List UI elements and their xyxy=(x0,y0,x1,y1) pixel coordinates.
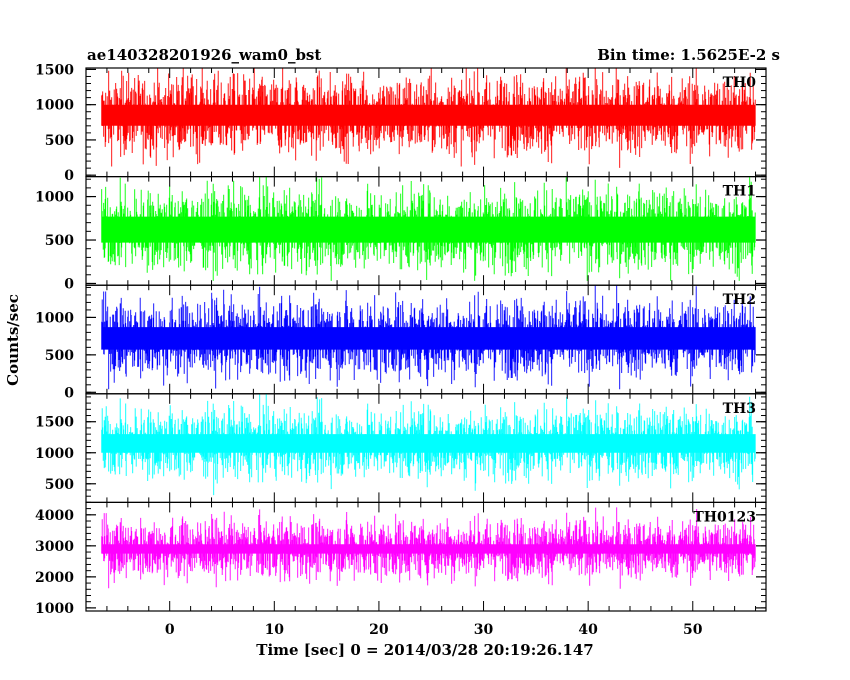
y-tick-label: 4000 xyxy=(35,508,74,524)
bin-time-label: Bin time: 1.5625E-2 s xyxy=(597,46,780,64)
panel-label-th0123: TH0123 xyxy=(693,509,756,525)
y-tick-label: 0 xyxy=(64,385,74,401)
y-tick-label: 1000 xyxy=(35,446,74,462)
panel-label-th3: TH3 xyxy=(723,401,756,417)
panel-label-th2: TH2 xyxy=(723,292,756,308)
y-tick-label: 2000 xyxy=(35,570,74,586)
y-tick-label: 500 xyxy=(45,133,74,149)
panel-label-th0: TH0 xyxy=(723,75,757,91)
chart-title: ae140328201926_wam0_bst xyxy=(87,46,321,64)
y-tick-label: 1000 xyxy=(35,190,74,206)
x-tick-label: 10 xyxy=(265,622,285,638)
y-tick-label: 3000 xyxy=(35,539,74,555)
x-axis: 0 10 20 30 40 50 xyxy=(165,622,703,638)
panel-th3: 500 1000 1500 TH3 xyxy=(35,393,767,503)
y-axis-label: Counts/sec xyxy=(4,294,22,386)
y-tick-label: 1000 xyxy=(35,310,74,326)
x-tick-label: 40 xyxy=(578,622,598,638)
y-tick-label: 1000 xyxy=(35,601,74,617)
panel-th0123: 1000 2000 3000 4000 TH0123 xyxy=(35,501,767,617)
y-tick-label: 1000 xyxy=(35,98,74,114)
series-th0 xyxy=(101,68,756,168)
series-th2 xyxy=(101,285,756,390)
y-tick-label: 500 xyxy=(45,477,74,493)
y-tick-label: 500 xyxy=(45,348,74,364)
y-tick-label: 500 xyxy=(45,233,74,249)
x-tick-label: 30 xyxy=(474,622,494,638)
series-th1 xyxy=(101,176,756,281)
x-tick-label: 20 xyxy=(369,622,389,638)
series-th0123 xyxy=(101,507,756,589)
panel-th1: 0 500 1000 TH1 xyxy=(35,176,767,292)
x-tick-label: 50 xyxy=(683,622,703,638)
y-tick-label: 1500 xyxy=(35,415,74,431)
y-tick-label: 0 xyxy=(64,168,74,184)
y-tick-label: 1500 xyxy=(35,62,74,78)
x-tick-label: 0 xyxy=(165,622,175,638)
panel-label-th1: TH1 xyxy=(723,184,756,200)
panels-group: 0 500 1000 1500 TH0 0 500 1000 TH1 0 500 1000 TH2 500… xyxy=(35,62,767,617)
panel-frame xyxy=(85,501,767,612)
series-th3 xyxy=(101,393,756,496)
panel-th0: 0 500 1000 1500 TH0 xyxy=(35,62,767,184)
x-axis-label: Time [sec] 0 = 2014/03/28 20:19:26.147 xyxy=(256,641,593,659)
y-tick-label: 0 xyxy=(64,276,74,292)
panel-th2: 0 500 1000 TH2 xyxy=(35,284,767,401)
